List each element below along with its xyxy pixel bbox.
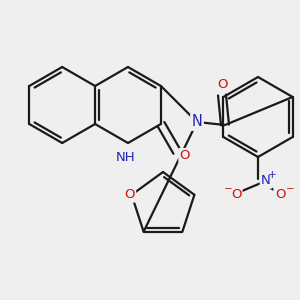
Text: N: N (261, 175, 271, 188)
Text: O: O (231, 188, 241, 202)
Text: −: − (224, 184, 232, 194)
Text: O: O (124, 188, 135, 201)
Text: N: N (192, 115, 203, 130)
Text: O: O (275, 188, 285, 202)
Text: +: + (268, 170, 276, 180)
Text: O: O (217, 79, 227, 92)
Text: −: − (286, 184, 294, 194)
Text: NH: NH (116, 151, 136, 164)
Text: O: O (180, 149, 190, 162)
